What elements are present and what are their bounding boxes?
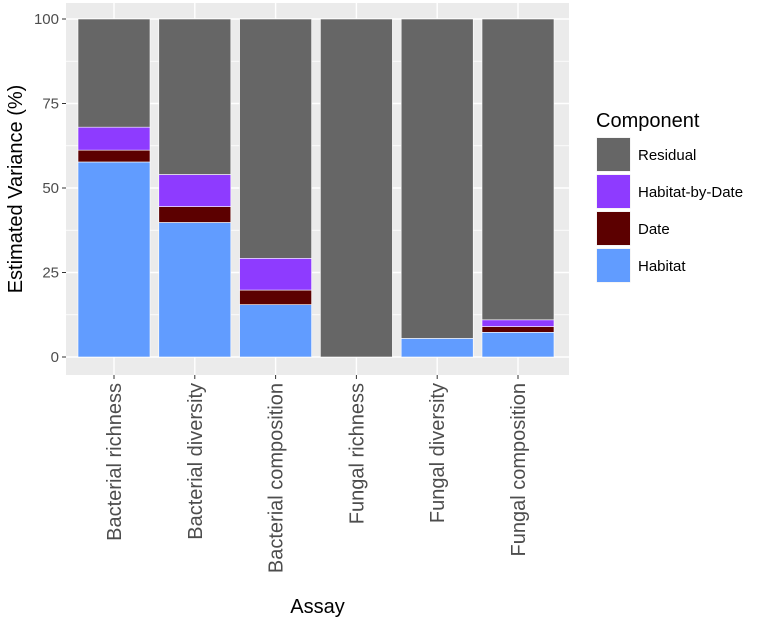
bar-segment-date bbox=[481, 326, 555, 333]
y-tick-label: 75 bbox=[42, 96, 59, 113]
legend-swatch bbox=[597, 249, 630, 282]
bar-segment-residual bbox=[158, 18, 232, 175]
bar-segment-habitat-by-date bbox=[158, 174, 232, 207]
x-category-label: Bacterial diversity bbox=[185, 383, 207, 540]
bar-segment-residual bbox=[320, 18, 393, 358]
bar-segment-residual bbox=[481, 18, 555, 321]
legend-swatch bbox=[597, 175, 630, 208]
bar-stacks bbox=[77, 18, 555, 358]
bar-segment-habitat bbox=[400, 338, 474, 358]
y-tick-label: 25 bbox=[42, 265, 59, 282]
legend-label: Habitat-by-Date bbox=[638, 184, 743, 201]
bar-segment-habitat bbox=[158, 222, 232, 358]
legend-title: Component bbox=[596, 110, 700, 132]
bar-segment-residual bbox=[400, 18, 474, 339]
legend-swatch bbox=[597, 138, 630, 171]
bar-segment-habitat-by-date bbox=[77, 126, 151, 151]
legend-label: Habitat bbox=[638, 258, 686, 275]
bar-segment-habitat-by-date bbox=[239, 258, 312, 291]
y-tick-label: 50 bbox=[42, 180, 59, 197]
x-category-label: Bacterial richness bbox=[104, 383, 126, 541]
x-axis: Bacterial richness Bacterial diversity Bac… bbox=[104, 375, 530, 573]
bar-segment-habitat bbox=[77, 161, 151, 358]
x-category-label: Fungal richness bbox=[346, 383, 368, 524]
x-category-label: Fungal composition bbox=[508, 383, 530, 556]
x-category-label: Bacterial composition bbox=[266, 383, 288, 573]
bar-segment-habitat bbox=[481, 332, 555, 358]
x-axis-title: Assay bbox=[290, 596, 344, 618]
bar-segment-habitat-by-date bbox=[481, 319, 555, 327]
y-tick-label: 100 bbox=[34, 11, 59, 28]
y-axis-title: Estimated Variance (%) bbox=[5, 85, 27, 294]
bar-segment-residual bbox=[239, 18, 312, 259]
bar-segment-date bbox=[158, 206, 232, 223]
bar-segment-date bbox=[239, 289, 312, 305]
y-tick-label: 0 bbox=[51, 349, 59, 366]
bar-segment-date bbox=[77, 149, 151, 163]
legend: Component Residual Habitat-by-Date Date Hab… bbox=[595, 110, 743, 284]
x-category-label: Fungal diversity bbox=[427, 383, 449, 523]
legend-label: Date bbox=[638, 221, 670, 238]
y-axis: 0 25 50 75 100 bbox=[34, 11, 66, 366]
bar-segment-habitat bbox=[239, 304, 312, 358]
bar-segment-residual bbox=[77, 18, 151, 128]
legend-label: Residual bbox=[638, 147, 696, 164]
legend-swatch bbox=[597, 212, 630, 245]
